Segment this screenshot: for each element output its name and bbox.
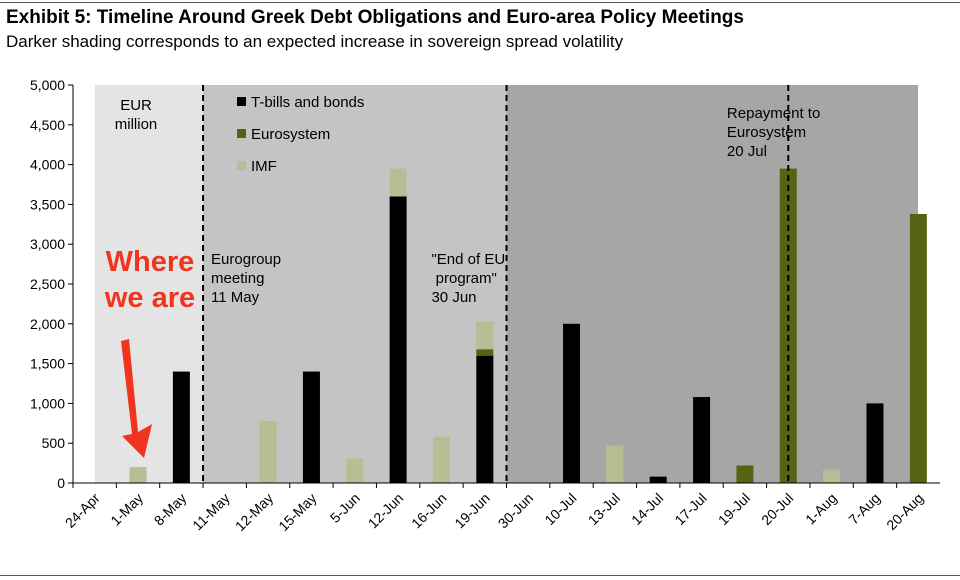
shading-band-medium <box>203 85 507 483</box>
annotation-1-may: EUR million <box>115 97 158 133</box>
x-tick-label: 1-Aug <box>802 490 840 528</box>
bar-eurosystem-20-aug <box>909 213 927 483</box>
annotation-line: million <box>115 116 158 133</box>
callout-line: we are <box>104 282 195 314</box>
y-tick-label: 2,000 <box>30 316 65 332</box>
legend-label: IMF <box>251 158 277 175</box>
bar-imf-1-aug <box>823 469 841 483</box>
y-tick-label: 1,000 <box>30 395 65 411</box>
x-tick-label: 17-Jul <box>671 490 709 528</box>
x-tick-label: 10-Jul <box>541 490 579 528</box>
bar-imf-19-jun <box>476 321 494 350</box>
x-tick-label: 24-Apr <box>62 490 103 531</box>
y-tick-label: 5,000 <box>30 77 65 93</box>
volatility-shading <box>95 85 918 483</box>
legend: T-bills and bonds Eurosystem IMF <box>237 94 364 175</box>
bottom-rule <box>0 575 960 576</box>
top-rule <box>0 2 960 3</box>
x-tick-label: 20-Jul <box>758 490 796 528</box>
bar-t-bills-and-bonds-15-may <box>302 371 320 483</box>
annotation-line: 20 Jul <box>727 143 767 160</box>
legend-label: T-bills and bonds <box>251 94 364 111</box>
bar-imf-13-jul <box>606 445 624 483</box>
annotation-line: Eurogroup <box>211 251 281 268</box>
bar-t-bills-and-bonds-10-jul <box>563 323 581 483</box>
x-tick-label: 30-Jun <box>495 490 537 532</box>
y-tick-label: 4,500 <box>30 117 65 133</box>
annotation-11-may: Eurogroup meeting 11 May <box>211 251 281 306</box>
annotation-line: Eurosystem <box>727 124 806 141</box>
bar-imf-5-jun <box>346 458 364 483</box>
bar-t-bills-and-bonds-14-jul <box>649 476 667 483</box>
annotation-16-jun: "End of EU program" 30 Jun <box>431 251 505 306</box>
y-tick-label: 3,500 <box>30 196 65 212</box>
x-tick-label: 16-Jun <box>408 490 450 532</box>
annotation-line: program" <box>431 270 496 287</box>
x-tick-label: 11-May <box>189 490 233 534</box>
bar-eurosystem-19-jun <box>476 349 494 356</box>
x-tick-label: 8-May <box>151 490 190 529</box>
annotations: EUR million Eurogroup meeting 11 May "End of … <box>115 97 821 306</box>
where-we-are-callout: Where we are <box>104 246 195 458</box>
annotation-line: "End of EU <box>431 251 505 268</box>
legend-swatch-imf <box>237 161 246 170</box>
y-tick-label: 3,000 <box>30 236 65 252</box>
annotation-line: 11 May <box>211 289 260 306</box>
event-lines <box>202 85 790 483</box>
annotation-line: Repayment to <box>727 105 820 122</box>
chart-title: Exhibit 5: Timeline Around Greek Debt Ob… <box>6 7 744 28</box>
bar-t-bills-and-bonds-8-may <box>172 371 190 483</box>
x-tick-label: 7-Aug <box>845 490 883 528</box>
y-tick-label: 500 <box>42 435 66 451</box>
x-tick-label: 19-Jul <box>715 490 753 528</box>
x-tick-label: 15-May <box>275 490 319 534</box>
chart-subtitle: Darker shading corresponds to an expecte… <box>6 32 624 51</box>
callout-line: Where <box>106 246 195 278</box>
annotation-line: 30 Jun <box>431 289 476 306</box>
y-tick-label: 0 <box>57 475 65 491</box>
bar-t-bills-and-bonds-12-jun <box>389 196 407 483</box>
x-tick-label: 12-Jun <box>365 490 407 532</box>
x-axis: 24-Apr 1-May 8-May 11-May 12-May 15-May 5-Jun 1… <box>62 482 940 534</box>
x-tick-label: 1-May <box>107 490 146 529</box>
bar-imf-1-may <box>129 467 147 483</box>
x-tick-label: 13-Jul <box>585 490 623 528</box>
x-tick-label: 12-May <box>232 490 276 534</box>
bar-imf-12-may <box>259 420 277 483</box>
bar-series <box>129 168 927 483</box>
y-tick-label: 4,000 <box>30 157 65 173</box>
x-tick-label: 5-Jun <box>327 490 363 526</box>
annotation-19-jul: Repayment to Eurosystem 20 Jul <box>727 105 820 160</box>
annotation-line: EUR <box>120 97 152 114</box>
callout-arrow <box>121 339 153 458</box>
y-tick-label: 1,500 <box>30 356 65 372</box>
y-tick-label: 2,500 <box>30 276 65 292</box>
bar-t-bills-and-bonds-7-aug <box>866 403 884 483</box>
bar-t-bills-and-bonds-17-jul <box>693 397 711 483</box>
y-axis: 0 500 1,000 1,500 2,000 2,500 3,000 3,500 4,000 4… <box>30 77 74 491</box>
annotation-line: meeting <box>211 270 264 287</box>
legend-swatch-eurosystem <box>237 129 246 138</box>
x-tick-label: 20-Aug <box>883 490 926 533</box>
bar-imf-12-jun <box>389 168 407 197</box>
bar-eurosystem-19-jul <box>736 465 754 483</box>
bar-imf-16-jun <box>432 436 450 483</box>
bar-t-bills-and-bonds-19-jun <box>476 355 494 483</box>
x-tick-label: 19-Jun <box>451 490 493 532</box>
x-tick-label: 14-Jul <box>628 490 666 528</box>
legend-label: Eurosystem <box>251 126 330 143</box>
legend-swatch-t-bills-and-bonds <box>237 97 246 106</box>
callout-text: Where we are <box>104 246 195 314</box>
